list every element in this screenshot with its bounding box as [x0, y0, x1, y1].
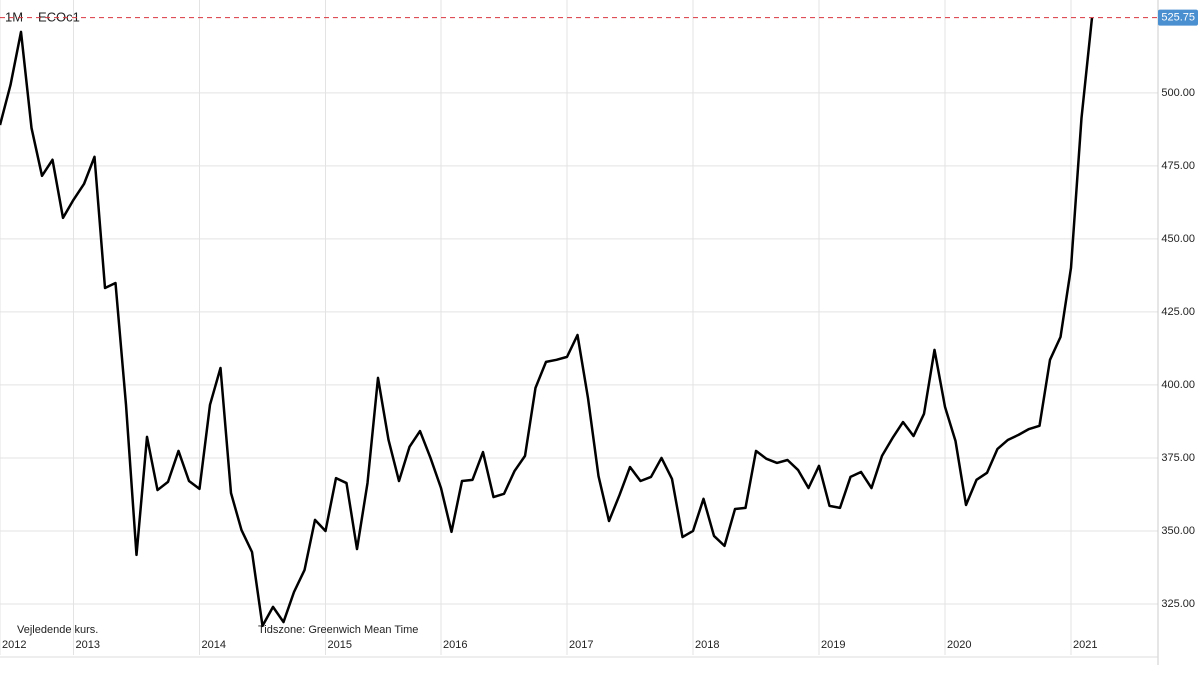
series-name: ECOc1 — [38, 9, 80, 24]
x-tick-label: 2019 — [821, 639, 845, 651]
annotation: Tidszone: Greenwich Mean Time — [258, 624, 418, 636]
x-tick-label: 2013 — [76, 639, 100, 651]
y-tick-label: 475.00 — [1161, 160, 1195, 172]
x-tick-label: 2016 — [443, 639, 467, 651]
y-tick-label: 425.00 — [1161, 306, 1195, 318]
y-tick-label: 325.00 — [1161, 598, 1195, 610]
last-value-box — [1158, 9, 1198, 26]
x-tick-label: 2012 — [2, 639, 26, 651]
x-tick-label: 2014 — [202, 639, 226, 651]
y-tick-label: 500.00 — [1161, 87, 1195, 99]
y-tick-label: 400.00 — [1161, 379, 1195, 391]
interval-label: 1M — [5, 9, 23, 24]
y-tick-label: 350.00 — [1161, 525, 1195, 537]
x-tick-label: 2021 — [1073, 639, 1097, 651]
y-tick-label: 375.00 — [1161, 452, 1195, 464]
y-tick-label: 450.00 — [1161, 233, 1195, 245]
annotation: Vejledende kurs. — [17, 624, 98, 636]
price-line — [0, 17, 1094, 628]
last-value-label: 525.75 — [1161, 12, 1195, 24]
x-tick-label: 2015 — [328, 639, 352, 651]
x-tick-label: 2020 — [947, 639, 971, 651]
x-tick-label: 2017 — [569, 639, 593, 651]
x-tick-label: 2018 — [695, 639, 719, 651]
